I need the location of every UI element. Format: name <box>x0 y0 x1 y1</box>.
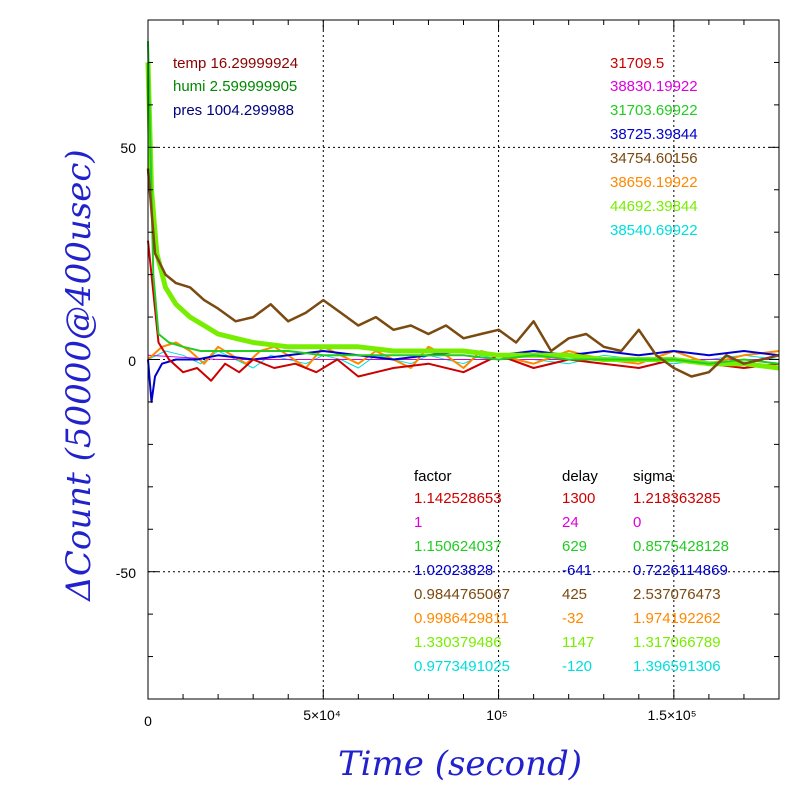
table-cell-delay: -32 <box>562 610 584 627</box>
table-row: 0.9773491025 -120 1.396591306 <box>414 658 721 675</box>
base-count-value: 31709.5 <box>610 55 664 72</box>
x-tick-label: 5×10⁴ <box>303 707 341 723</box>
table-cell-sigma: 0.8575428128 <box>633 538 729 555</box>
table-row: 1.02023828 -641 0.7226114869 <box>414 562 728 579</box>
base-count-value: 38830.19922 <box>610 78 698 95</box>
legend-pres: pres 1004.299988 <box>173 102 294 119</box>
table-cell-sigma: 1.974192262 <box>633 610 721 627</box>
table-cell-delay: 425 <box>562 586 587 603</box>
base-count-value: 38656.19922 <box>610 174 698 191</box>
table-cell-sigma: 1.317066789 <box>633 634 721 651</box>
base-count-value: 38540.69922 <box>610 222 698 239</box>
base-count-value: 44692.39844 <box>610 198 698 215</box>
x-tick-label: 10⁵ <box>486 707 507 723</box>
environment-legend: temp 16.29999924 humi 2.599999905 pres 1… <box>173 55 298 119</box>
x-axis-title: Time (second) <box>338 744 582 784</box>
table-cell-sigma: 0.7226114869 <box>633 562 728 579</box>
table-cell-factor: 1.142528653 <box>414 490 502 507</box>
series-line <box>147 240 780 382</box>
table-cell-factor: 1 <box>414 514 422 531</box>
y-tick-label: -50 <box>116 565 136 581</box>
table-cell-factor: 1.150624037 <box>414 538 502 555</box>
table-header-factor: factor <box>414 468 452 485</box>
table-header-sigma: sigma <box>633 468 674 485</box>
table-cell-delay: -641 <box>562 562 592 579</box>
table-cell-factor: 0.9773491025 <box>414 658 510 675</box>
y-axis-title: ΔCount (50000@400usec) <box>59 149 99 602</box>
table-cell-sigma: 1.218363285 <box>633 490 721 507</box>
table-header-delay: delay <box>562 468 598 485</box>
table-row: 0.9986429811 -32 1.974192262 <box>414 610 721 627</box>
table-cell-sigma: 2.537076473 <box>633 586 721 603</box>
table-cell-factor: 1.330379486 <box>414 634 502 651</box>
table-cell-factor: 0.9844765067 <box>414 586 510 603</box>
y-tick-label: 50 <box>120 140 136 156</box>
legend-temp: temp 16.29999924 <box>173 55 298 72</box>
table-row: 1.330379486 1147 1.317066789 <box>414 634 721 651</box>
series-lines <box>145 41 780 403</box>
base-count-legend: 31709.5 38830.19922 31703.69922 38725.39… <box>610 55 698 239</box>
table-cell-sigma: 0 <box>633 514 641 531</box>
base-count-value: 38725.39844 <box>610 126 698 143</box>
table-cell-factor: 1.02023828 <box>414 562 493 579</box>
table-row: 1 24 0 <box>414 514 641 531</box>
legend-humi: humi 2.599999905 <box>173 78 297 95</box>
table-row: 1.150624037 629 0.8575428128 <box>414 538 729 555</box>
table-cell-delay: -120 <box>562 658 592 675</box>
parameter-table: factor delay sigma 1.142528653 1300 1.21… <box>414 468 729 675</box>
axis-ticks <box>147 19 780 699</box>
table-cell-factor: 0.9986429811 <box>414 610 509 627</box>
table-cell-delay: 24 <box>562 514 579 531</box>
table-cell-delay: 1300 <box>562 490 595 507</box>
table-row: 0.9844765067 425 2.537076473 <box>414 586 721 603</box>
series-line <box>147 41 780 365</box>
base-count-value: 34754.60156 <box>610 150 698 167</box>
series-line <box>146 168 780 378</box>
table-cell-delay: 1147 <box>562 634 594 651</box>
table-cell-sigma: 1.396591306 <box>633 658 721 675</box>
x-tick-label: 0 <box>144 713 152 729</box>
table-row: 1.142528653 1300 1.218363285 <box>414 490 721 507</box>
x-tick-label: 1.5×10⁵ <box>647 707 696 723</box>
table-cell-delay: 629 <box>562 538 587 555</box>
y-tick-label: 0 <box>128 353 136 369</box>
base-count-value: 31703.69922 <box>610 102 698 119</box>
